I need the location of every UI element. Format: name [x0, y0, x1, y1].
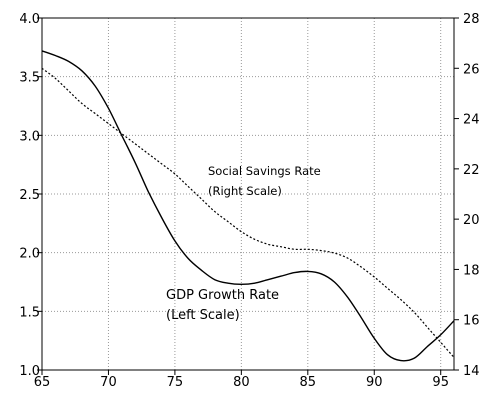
- right-tick-label: 26: [463, 62, 480, 77]
- left-tick-label: 3.0: [19, 129, 40, 144]
- x-tick-label: 95: [432, 375, 449, 390]
- left-tick-label: 2.5: [19, 188, 40, 203]
- right-tick-label: 24: [463, 113, 480, 128]
- left-tick-label: 3.5: [19, 71, 40, 86]
- axes: 65 70 75 80 85 90 95 1.0 1.5 2.0 2.5 3.0 3.5 4.0 14 16 1…: [19, 12, 479, 390]
- x-tick-label: 70: [100, 375, 117, 390]
- right-tick-label: 20: [463, 213, 480, 228]
- x-tick-label: 85: [300, 375, 317, 390]
- x-tick-label: 75: [167, 375, 184, 390]
- right-tick-label: 28: [463, 12, 480, 27]
- left-tick-label: 1.5: [19, 305, 40, 320]
- right-tick-label: 18: [463, 263, 480, 278]
- savings-annotation-line2: (Right Scale): [208, 184, 282, 198]
- x-tick-label: 90: [366, 375, 383, 390]
- social-savings-rate-line: [41, 67, 455, 358]
- right-tick-label: 16: [463, 314, 480, 329]
- right-tick-label: 22: [463, 163, 480, 178]
- right-tick-label: 14: [463, 364, 480, 379]
- series-layer: [41, 50, 455, 362]
- left-tick-label: 4.0: [19, 12, 40, 27]
- x-tick-label: 65: [34, 375, 51, 390]
- left-tick-label: 1.0: [19, 364, 40, 379]
- gdp-annotation-line2: (Left Scale): [166, 308, 240, 323]
- gdp-annotation-line1: GDP Growth Rate: [166, 288, 279, 303]
- gdp-growth-rate-line: [41, 50, 455, 362]
- x-tick-label: 80: [233, 375, 250, 390]
- left-tick-label: 2.0: [19, 247, 40, 262]
- savings-annotation-line1: Social Savings Rate: [208, 164, 321, 178]
